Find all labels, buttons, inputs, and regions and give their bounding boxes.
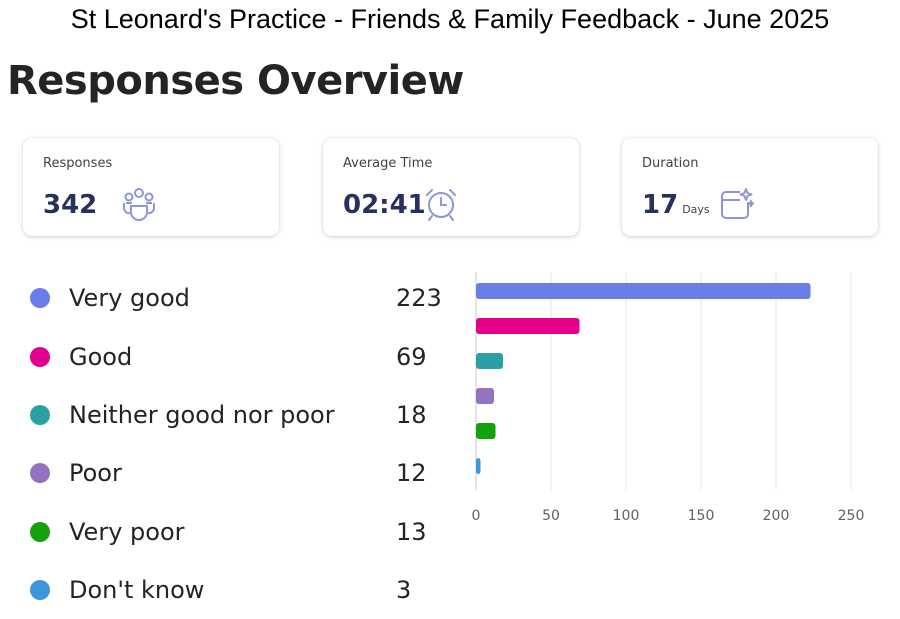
legend-item-very-good: Very good 223	[30, 280, 450, 316]
legend-dot	[30, 580, 50, 600]
bar	[476, 318, 580, 334]
duration-card: Duration 17 Days	[622, 138, 878, 236]
legend-count: 223	[396, 284, 442, 312]
x-tick-label: 150	[688, 508, 715, 524]
bar	[476, 283, 811, 299]
legend-dot	[30, 463, 50, 483]
bar-chart: 0 50 100 150 200 250	[472, 272, 865, 524]
x-tick-label: 100	[613, 508, 640, 524]
legend-count: 12	[396, 459, 427, 487]
legend-item-very-poor: Very poor 13	[30, 514, 450, 550]
x-tick-label: 250	[838, 508, 865, 524]
legend-item-neither: Neither good nor poor 18	[30, 397, 450, 433]
average-time-card: Average Time 02:41	[323, 138, 579, 236]
legend-label: Don't know	[69, 576, 205, 604]
legend-dot	[30, 347, 50, 367]
legend-item-poor: Poor 12	[30, 455, 450, 491]
bar	[476, 388, 494, 404]
x-tick-label: 0	[472, 508, 481, 524]
bar	[476, 353, 503, 369]
card-value: 342	[43, 190, 98, 220]
card-label: Duration	[642, 156, 699, 171]
bar	[476, 458, 481, 474]
people-icon	[123, 188, 155, 221]
section-title: Responses Overview	[7, 58, 464, 104]
card-label: Responses	[43, 156, 113, 171]
legend-count: 3	[396, 576, 412, 604]
legend-count: 13	[396, 518, 427, 546]
alarm-clock-icon	[426, 189, 456, 221]
page-title: St Leonard's Practice - Friends & Family…	[70, 4, 830, 34]
legend-dot	[30, 522, 50, 542]
legend-item-good: Good 69	[30, 339, 450, 375]
legend-label: Neither good nor poor	[69, 401, 335, 429]
legend-label: Very poor	[69, 518, 185, 546]
x-tick-label: 200	[763, 508, 790, 524]
bar	[476, 423, 496, 439]
card-value: 17 Days	[642, 190, 710, 220]
card-unit: Days	[682, 203, 710, 216]
legend-dot	[30, 288, 50, 308]
legend-dot	[30, 405, 50, 425]
legend-label: Poor	[69, 459, 122, 487]
x-tick-label: 50	[542, 508, 560, 524]
card-label: Average Time	[343, 156, 433, 171]
legend-count: 18	[396, 401, 427, 429]
legend-label: Good	[69, 343, 133, 371]
card-value: 02:41	[343, 190, 426, 220]
responses-card: Responses 342	[23, 138, 279, 236]
legend-label: Very good	[69, 284, 190, 312]
legend-item-dont-know: Don't know 3	[30, 572, 450, 608]
legend-count: 69	[396, 343, 427, 371]
calendar-sparkle-icon	[721, 188, 754, 219]
